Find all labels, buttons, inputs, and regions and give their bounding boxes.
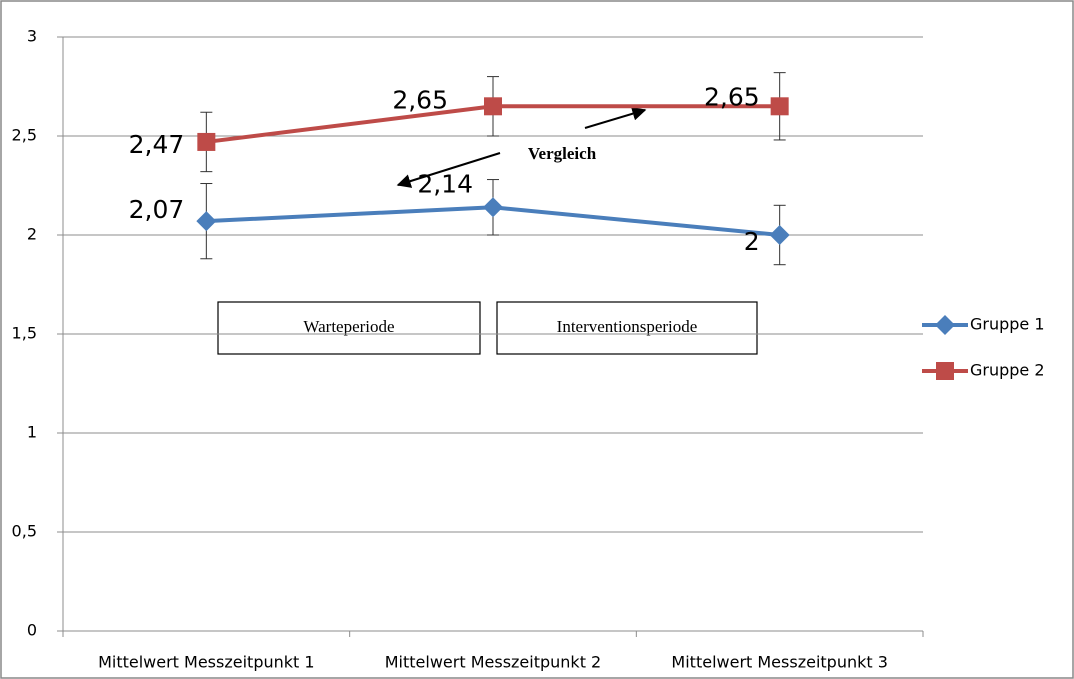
marker (196, 211, 217, 232)
y-tick-label: 3 (27, 27, 37, 46)
marker (769, 225, 790, 245)
y-tick-label: 0 (27, 621, 37, 640)
annotation-box (217, 301, 481, 355)
arrow (584, 106, 647, 129)
x-tick-label: Mittelwert Messzeitpunkt 3 (671, 653, 887, 672)
value-label: 2,65 (704, 82, 760, 111)
legend-label: Gruppe 2 (970, 361, 1045, 380)
value-label: 2,65 (392, 85, 448, 114)
marker (935, 315, 955, 335)
marker (770, 97, 789, 116)
annotation: Interventionsperiode (557, 317, 698, 336)
legend-label: Gruppe 1 (970, 315, 1045, 334)
arrow (396, 152, 501, 188)
marker (197, 132, 216, 151)
annotation: Vergleich (528, 144, 597, 163)
marker (484, 97, 502, 116)
y-tick-label: 1 (27, 423, 37, 442)
y-tick-label: 0,5 (12, 522, 37, 541)
y-tick-label: 1,5 (12, 324, 37, 343)
x-tick-label: Mittelwert Messzeitpunkt 1 (98, 653, 314, 672)
y-tick-label: 2 (27, 225, 37, 244)
marker (936, 362, 954, 380)
value-label: 2,14 (417, 169, 473, 198)
value-label: 2,07 (129, 195, 185, 224)
marker (483, 197, 503, 218)
y-tick-label: 2,5 (12, 126, 37, 145)
annotation: Warteperiode (303, 317, 394, 336)
x-tick-label: Mittelwert Messzeitpunkt 2 (385, 653, 601, 672)
value-label: 2,47 (129, 130, 185, 159)
annotation-box (496, 301, 758, 355)
value-label: 2 (744, 227, 760, 256)
